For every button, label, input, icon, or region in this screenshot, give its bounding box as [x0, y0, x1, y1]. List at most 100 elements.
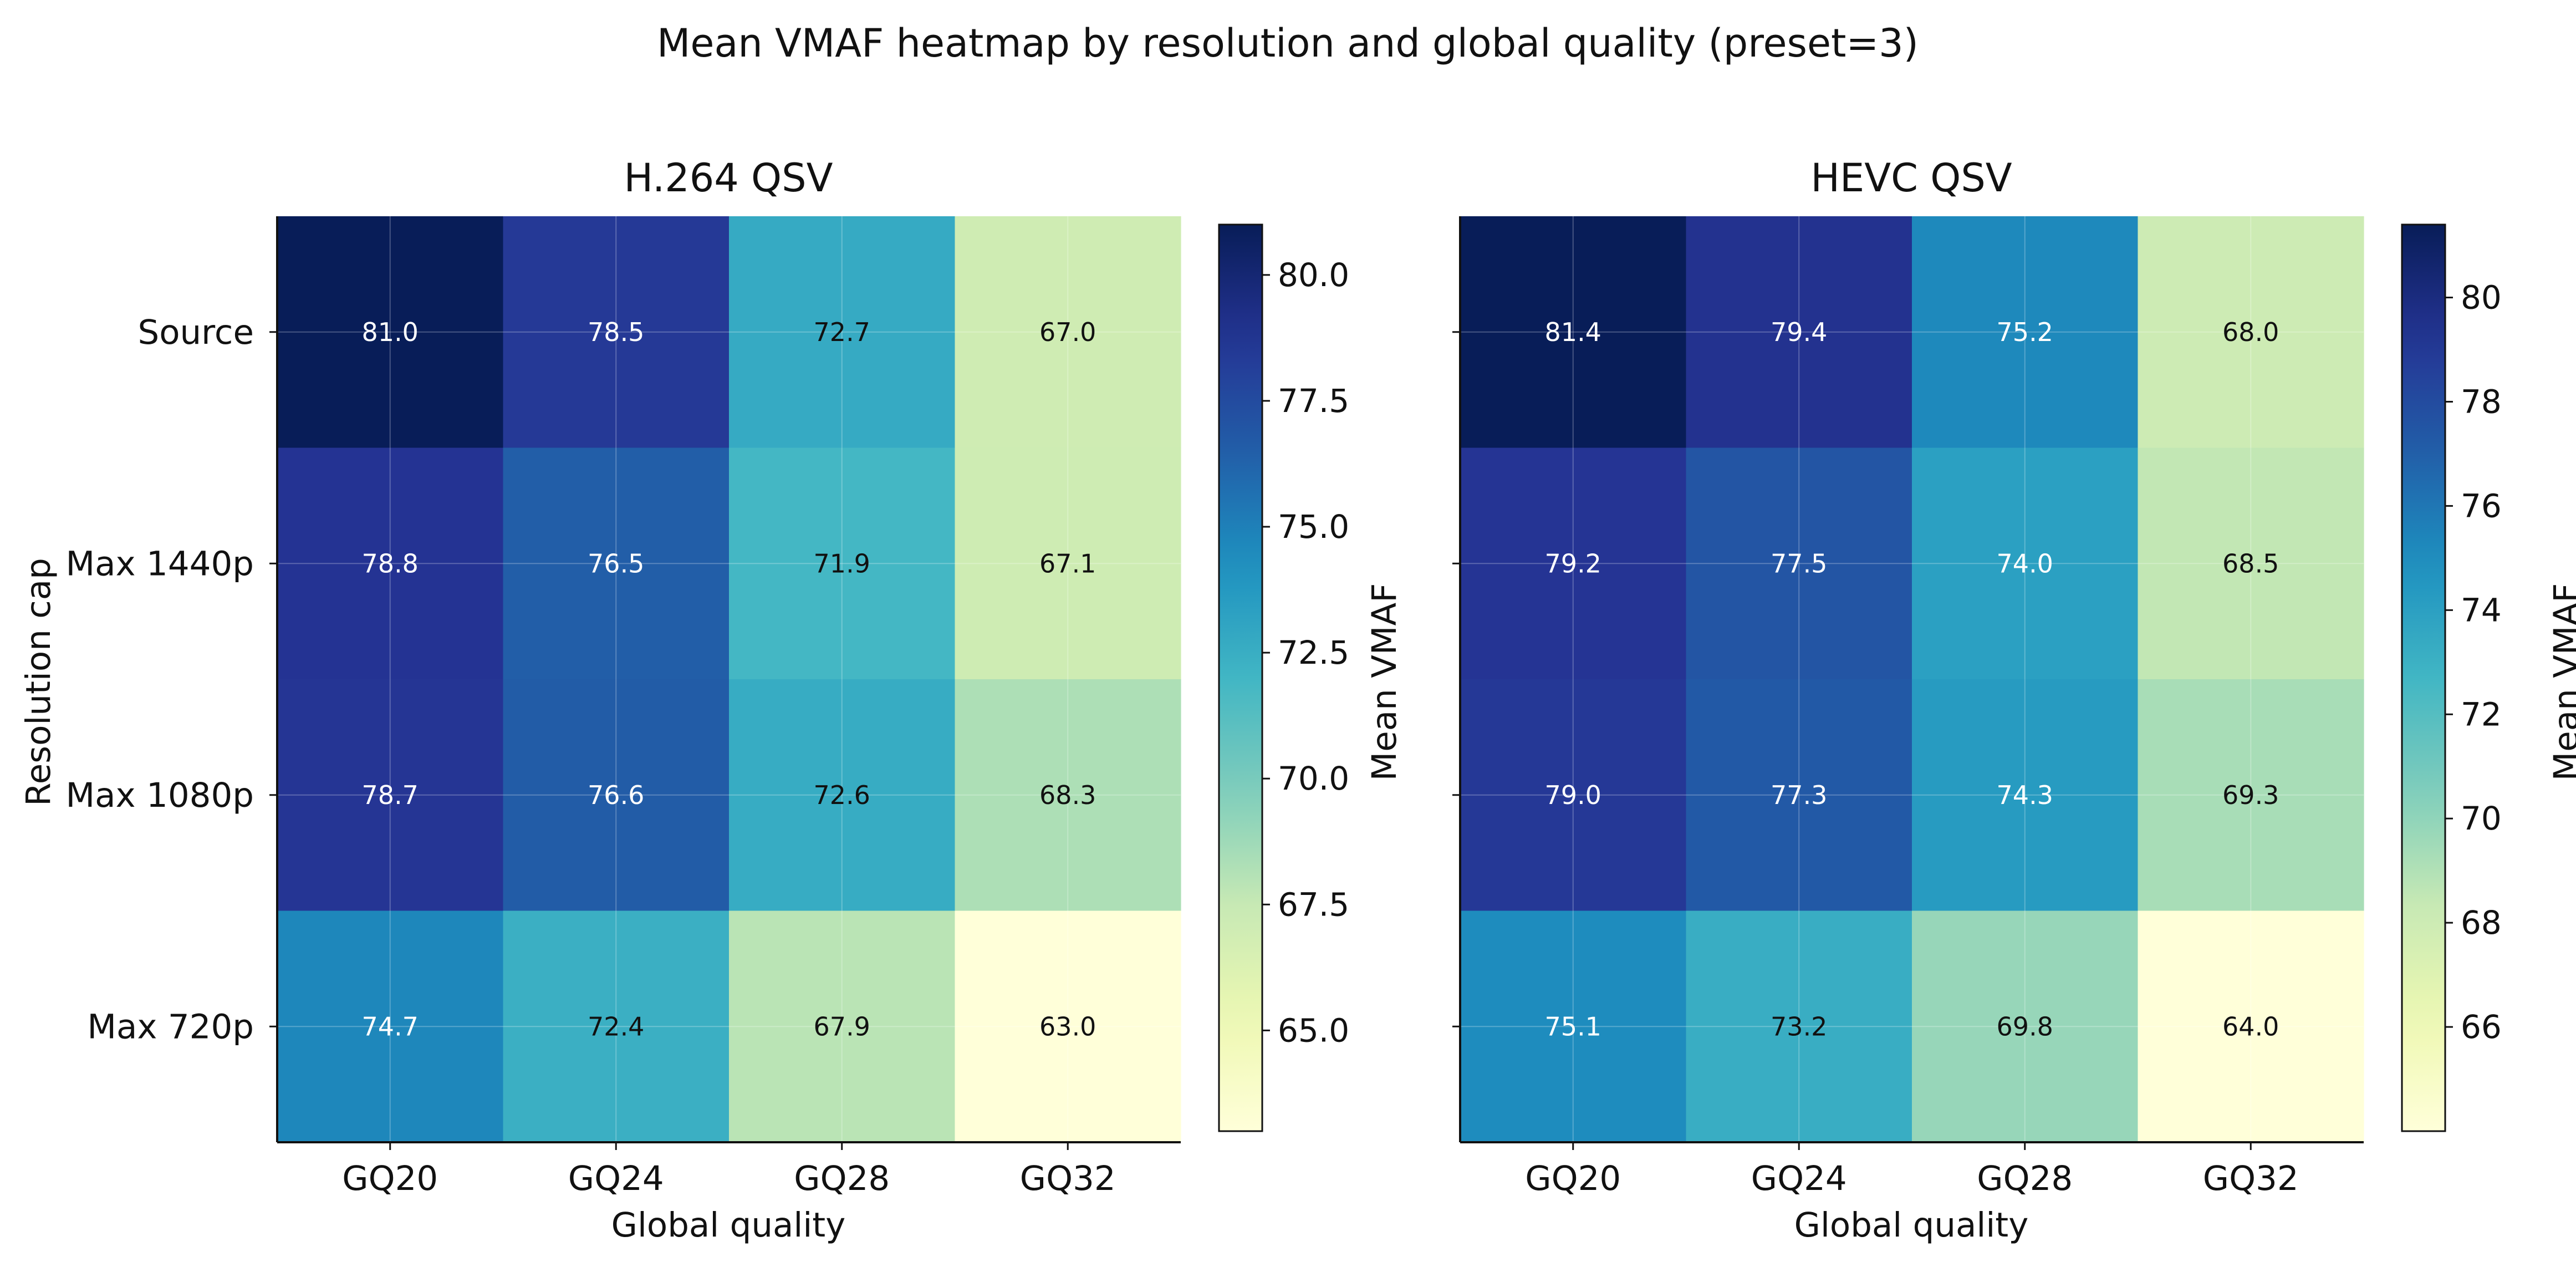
heatmap-cell — [2138, 447, 2364, 680]
colorbar-tick-label: 78 — [2461, 383, 2502, 420]
colorbar-gradient — [2401, 223, 2446, 1132]
x-ticks: GQ20 GQ24 GQ28 GQ32 — [342, 1142, 1116, 1198]
cell-value-label: 79.0 — [1545, 780, 1601, 810]
colorbar: 65.0 67.5 70.0 72.5 75.0 77.5 80.0 — [1218, 223, 1349, 1132]
heatmap-cell — [729, 447, 956, 680]
colorbar-tick-label: 76 — [2461, 487, 2502, 525]
cell-value-label: 67.9 — [814, 1011, 870, 1041]
cell-value-label: 72.7 — [814, 317, 870, 347]
colorbar-tick-label: 80 — [2461, 279, 2502, 317]
y-tick-label: Source — [137, 313, 254, 352]
grid-lines — [1460, 216, 2364, 1142]
cell-value-label: 76.6 — [588, 780, 644, 810]
cell-value-label: 64.0 — [2222, 1011, 2279, 1041]
cell-value-label: 67.1 — [1039, 548, 1096, 578]
heatmap-cell — [955, 910, 1181, 1143]
colorbar-tick-label: 75.0 — [1278, 508, 1349, 546]
cell-value-label: 74.7 — [362, 1011, 419, 1041]
heatmap-cell — [277, 679, 504, 912]
heatmap-cell — [277, 447, 504, 680]
x-axis-label: Global quality — [1794, 1205, 2029, 1245]
heatmap-cell — [1912, 447, 2139, 680]
heatmap-cell — [2138, 910, 2364, 1143]
y-ticks — [1452, 331, 1460, 1027]
heatmap-cell — [277, 216, 504, 449]
cell-value-label: 77.3 — [1771, 780, 1827, 810]
axes — [276, 216, 1181, 1143]
cell-value-label: 75.1 — [1545, 1011, 1601, 1041]
colorbar-gradient — [1218, 223, 1263, 1132]
heatmap-cell — [1912, 679, 2139, 912]
colorbar-tick-label: 65.0 — [1278, 1011, 1349, 1049]
colorbar-tick-label: 70 — [2461, 800, 2502, 837]
cell-value-label: 78.7 — [362, 780, 419, 810]
cell-value-label: 78.8 — [362, 548, 419, 578]
colorbar-label: Mean VMAF — [2547, 583, 2576, 781]
cell-value-label: 73.2 — [1771, 1011, 1827, 1041]
cell-value-label: 72.6 — [814, 780, 870, 810]
heatmap-cell — [1460, 216, 1687, 449]
heatmap-cell — [1460, 679, 1687, 912]
cell-value-label: 71.9 — [814, 548, 870, 578]
heatmap-cell — [2138, 216, 2364, 449]
heatmap-cell — [955, 216, 1181, 449]
heatmap-cells — [1460, 216, 2364, 1143]
colorbar-tick-label: 68 — [2461, 904, 2502, 942]
heatmap-panel-h264: H.264 QSV 81.0 78.5 72.7 67.0 78.8 76.5 71.9 67… — [19, 155, 1404, 1245]
cell-value-label: 69.8 — [1997, 1011, 2053, 1041]
heatmap-panel-hevc: HEVC QSV 81.4 79.4 75.2 68.0 79.2 77.5 74.0 68.… — [1452, 155, 2576, 1245]
x-tick-label: GQ28 — [794, 1159, 890, 1198]
panel-title: H.264 QSV — [624, 155, 833, 201]
x-ticks: GQ20 GQ24 GQ28 GQ32 — [1525, 1142, 2299, 1198]
heatmap-cell — [955, 447, 1181, 680]
heatmap-cell — [503, 679, 730, 912]
cell-value-label: 72.4 — [588, 1011, 644, 1041]
figure-title: Mean VMAF heatmap by resolution and glob… — [657, 21, 1919, 66]
heatmap-cell — [955, 679, 1181, 912]
y-tick-label: Max 1080p — [66, 776, 254, 815]
x-tick-label: GQ28 — [1977, 1159, 2073, 1198]
axes — [1459, 216, 2364, 1143]
cell-value-label: 74.3 — [1997, 780, 2053, 810]
colorbar-tick-label: 77.5 — [1278, 382, 1349, 420]
cell-value-label: 78.5 — [588, 317, 644, 347]
heatmap-cell — [2138, 679, 2364, 912]
cell-value-label: 68.5 — [2222, 548, 2279, 578]
colorbar: 66 68 70 72 74 76 78 80 — [2401, 223, 2502, 1132]
panel-title: HEVC QSV — [1810, 155, 2012, 201]
heatmap-cell — [277, 910, 504, 1143]
heatmap-cell — [1686, 216, 1912, 449]
colorbar-tick-label: 70.0 — [1278, 760, 1349, 797]
x-tick-label: GQ20 — [1525, 1159, 1621, 1198]
colorbar-tick-label: 74 — [2461, 591, 2502, 629]
cell-value-label: 75.2 — [1997, 317, 2053, 347]
heatmap-cell — [1686, 679, 1912, 912]
cell-value-label: 68.3 — [1039, 780, 1096, 810]
colorbar-label: Mean VMAF — [1365, 583, 1404, 781]
heatmap-cell — [1912, 216, 2139, 449]
x-tick-label: GQ24 — [568, 1159, 664, 1198]
cell-value-label: 79.4 — [1771, 317, 1827, 347]
colorbar-tick-label: 72 — [2461, 695, 2502, 733]
heatmap-cell — [1686, 910, 1912, 1143]
cell-value-label: 68.0 — [2222, 317, 2279, 347]
heatmap-cell — [729, 679, 956, 912]
y-tick-label: Max 1440p — [66, 544, 254, 583]
colorbar-tick-label: 80.0 — [1278, 256, 1349, 294]
grid-lines — [277, 216, 1181, 1142]
cell-value-label: 76.5 — [588, 548, 644, 578]
heatmap-cells — [277, 216, 1181, 1143]
x-tick-label: GQ24 — [1751, 1159, 1847, 1198]
x-tick-label: GQ32 — [2203, 1159, 2299, 1198]
y-tick-label: Max 720p — [87, 1007, 254, 1046]
x-tick-label: GQ20 — [342, 1159, 438, 1198]
heatmap-cell — [729, 910, 956, 1143]
x-tick-label: GQ32 — [1020, 1159, 1116, 1198]
y-axis-label: Resolution cap — [19, 558, 58, 806]
colorbar-tick-label: 66 — [2461, 1008, 2502, 1046]
colorbar-tick-label: 72.5 — [1278, 634, 1349, 671]
cell-value-label: 63.0 — [1039, 1011, 1096, 1041]
heatmap-cell — [503, 216, 730, 449]
cell-value-label: 79.2 — [1545, 548, 1601, 578]
